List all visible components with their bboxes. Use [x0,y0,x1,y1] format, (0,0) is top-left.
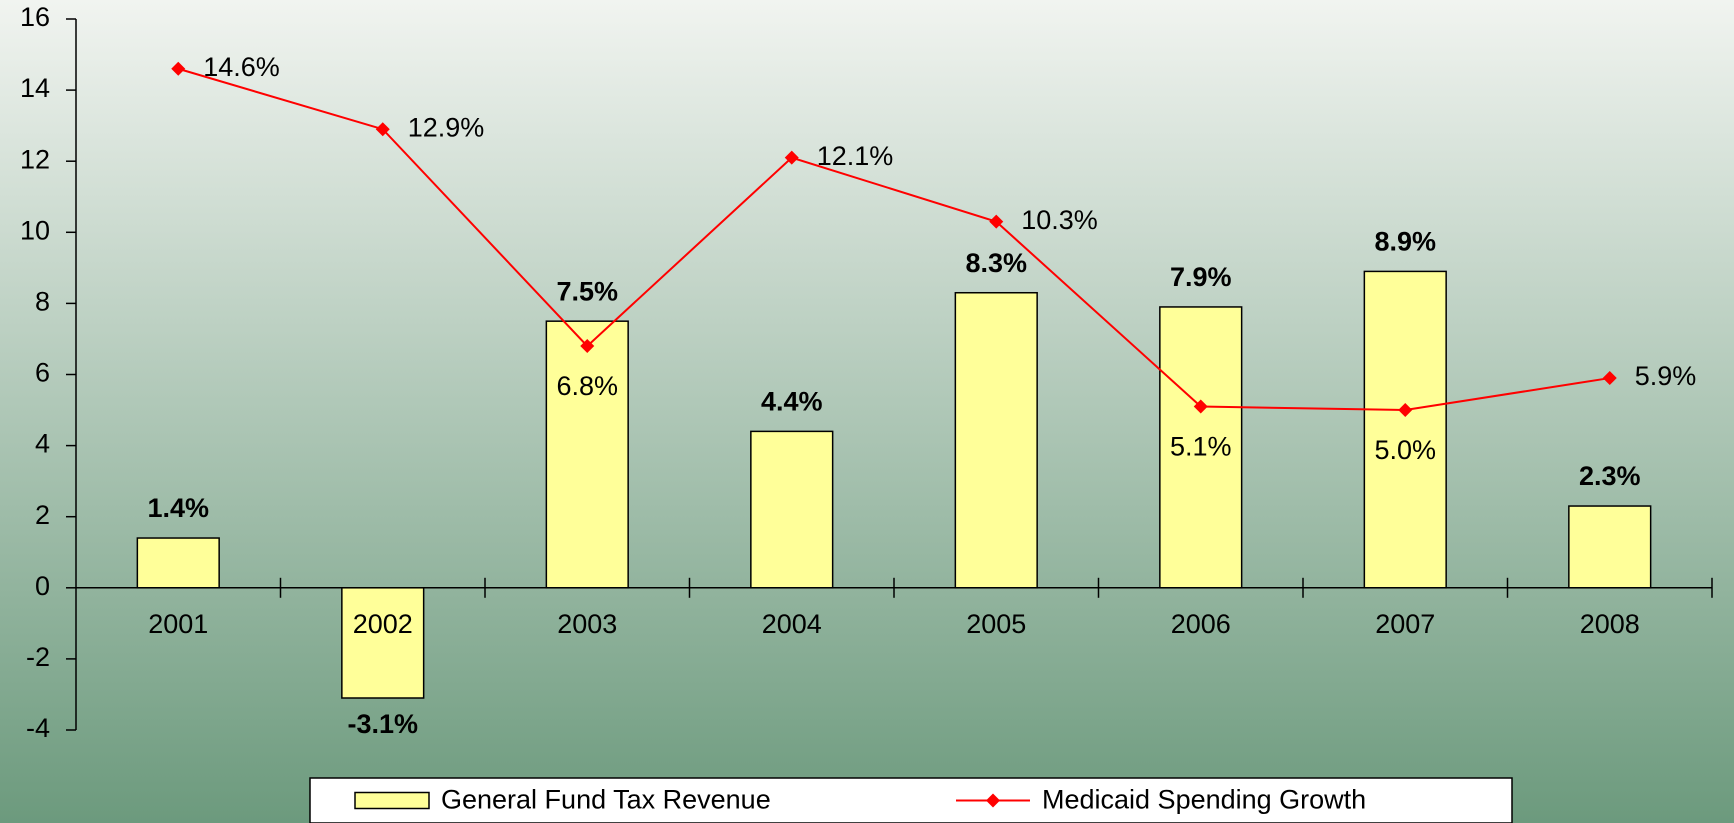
bar [1159,306,1243,589]
bar [136,537,220,589]
bar [750,430,834,589]
line-value-label: 5.1% [1170,432,1232,462]
bar-value-label: 4.4% [761,387,823,417]
legend-box [309,777,1513,823]
bar-value-label: -3.1% [347,709,418,739]
line [177,67,1610,412]
bar [341,587,425,699]
x-tick-label: 2001 [148,609,208,639]
line-value-label: 5.0% [1374,435,1436,465]
bar [1568,505,1652,589]
bar-value-label: 7.5% [556,276,618,306]
line-marker [1602,371,1617,386]
x-tick-label: 2004 [762,609,822,639]
legend-swatch [354,791,430,810]
x-tick-label: 2002 [353,609,413,639]
x-tick-label: 2005 [966,609,1026,639]
line-value-label: 6.8% [556,371,618,401]
line-value-label: 10.3% [1021,205,1098,235]
y-tick-label: 4 [35,429,50,459]
y-tick-label: 10 [20,215,50,245]
y-tick-label: 0 [35,571,50,601]
y-tick-label: 14 [20,73,50,103]
line-marker [171,61,186,76]
bar-value-label: 2.3% [1579,461,1641,491]
line-marker [989,214,1004,229]
y-tick-label: 8 [35,287,50,317]
bar-value-label: 7.9% [1170,262,1232,292]
line-marker [580,339,595,354]
y-tick-label: 6 [35,358,50,388]
legend-label: General Fund Tax Revenue [441,785,771,815]
line-value-label: 12.9% [408,112,485,142]
line-marker [1398,403,1413,418]
bar-value-label: 8.3% [965,248,1027,278]
line-marker [375,122,390,137]
legend-label: Medicaid Spending Growth [1042,785,1366,815]
line-marker [1193,399,1208,414]
x-tick-label: 2008 [1580,609,1640,639]
legend-marker [986,793,1000,808]
x-tick-label: 2003 [557,609,617,639]
x-tick-label: 2006 [1171,609,1231,639]
x-tick-label: 2007 [1375,609,1435,639]
y-tick-label: 2 [35,500,50,530]
bar-value-label: 1.4% [147,493,209,523]
line-value-label: 14.6% [203,52,280,82]
line-value-label: 12.1% [817,141,894,171]
y-tick-label: -2 [26,642,50,672]
line-value-label: 5.9% [1635,361,1697,391]
bar [1363,270,1447,589]
bar [954,291,1038,589]
line-marker [784,150,799,165]
y-tick-label: 16 [20,2,50,32]
y-tick-label: 12 [20,144,50,174]
bar [545,320,629,589]
y-tick-label: -4 [26,713,50,743]
bar-value-label: 8.9% [1374,227,1436,257]
